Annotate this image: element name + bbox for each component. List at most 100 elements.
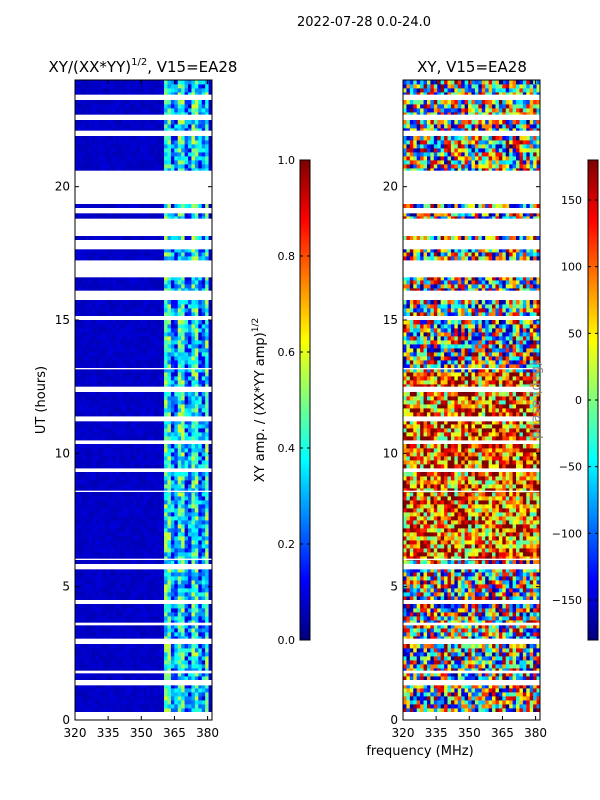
heatmap-cell	[188, 312, 192, 317]
heatmap-cell	[143, 88, 148, 93]
heatmap-cell	[105, 372, 110, 377]
heatmap-cell	[98, 480, 103, 485]
heatmap-cell	[140, 476, 144, 481]
heatmap-cell	[81, 664, 86, 669]
heatmap-cell	[126, 144, 131, 149]
heatmap-cell	[85, 156, 90, 161]
heatmap-cell	[129, 392, 134, 397]
heatmap-cell	[88, 152, 93, 157]
heatmap-cell	[102, 552, 107, 557]
heatmap-cell	[105, 572, 110, 577]
heatmap-cell	[205, 672, 209, 677]
heatmap-cell	[170, 160, 175, 165]
heatmap-cell	[136, 392, 141, 397]
heatmap-cell	[205, 216, 209, 221]
heatmap-cell	[194, 252, 199, 257]
heatmap-cell	[188, 592, 192, 597]
heatmap-cell	[112, 556, 117, 561]
heatmap-cell	[164, 584, 168, 589]
heatmap-cell	[88, 436, 93, 441]
heatmap-cell	[116, 524, 120, 529]
heatmap-cell	[208, 252, 213, 257]
heatmap-cell	[181, 148, 185, 153]
heatmap-cell	[167, 616, 172, 621]
heatmap-cell	[88, 684, 93, 689]
heatmap-cell	[92, 536, 96, 541]
heatmap-cell	[119, 276, 124, 281]
heatmap-cell	[109, 368, 114, 373]
heatmap-cell	[112, 356, 117, 361]
heatmap-cell	[153, 488, 158, 493]
heatmap-cell	[109, 628, 114, 633]
heatmap-cell	[92, 140, 96, 145]
heatmap-cell	[129, 204, 134, 209]
heatmap-cell	[150, 436, 155, 441]
heatmap-cell	[208, 92, 213, 97]
heatmap-cell	[75, 452, 79, 457]
heatmap-cell	[160, 204, 165, 209]
heatmap-cell	[88, 336, 93, 341]
heatmap-cell	[170, 592, 175, 597]
heatmap-cell	[109, 692, 114, 697]
heatmap-cell	[153, 248, 158, 253]
heatmap-cell	[112, 572, 117, 577]
heatmap-cell	[102, 520, 107, 525]
heatmap-cell	[188, 212, 192, 217]
heatmap-cell	[201, 280, 206, 285]
heatmap-cell	[146, 588, 151, 593]
heatmap-cell	[153, 288, 158, 293]
heatmap-cell	[146, 508, 151, 513]
heatmap-cell	[88, 648, 93, 653]
heatmap-cell	[81, 120, 86, 125]
heatmap-cell	[122, 472, 127, 477]
heatmap-cell	[188, 512, 192, 517]
heatmap-cell	[92, 108, 96, 113]
heatmap-cell	[140, 152, 144, 157]
heatmap-cell	[198, 300, 203, 305]
heatmap-cell	[194, 408, 199, 413]
heatmap-cell	[98, 324, 103, 329]
heatmap-cell	[78, 332, 83, 337]
heatmap-cell	[164, 536, 168, 541]
heatmap-cell	[143, 336, 148, 341]
heatmap-cell	[188, 584, 192, 589]
heatmap-cell	[140, 164, 144, 169]
heatmap-cell	[136, 248, 141, 253]
heatmap-cell	[119, 428, 124, 433]
heatmap-cell	[102, 280, 107, 285]
heatmap-cell	[143, 520, 148, 525]
heatmap-cell	[116, 420, 120, 425]
heatmap-cell	[102, 700, 107, 705]
heatmap-cell	[92, 248, 96, 253]
heatmap-cell	[112, 380, 117, 385]
heatmap-cell	[95, 436, 100, 441]
heatmap-cell	[194, 512, 199, 517]
heatmap-cell	[95, 500, 100, 505]
heatmap-cell	[201, 108, 206, 113]
heatmap-cell	[157, 460, 162, 465]
heatmap-cell	[105, 412, 110, 417]
heatmap-cell	[198, 540, 203, 545]
heatmap-cell	[150, 384, 155, 389]
heatmap-cell	[105, 476, 110, 481]
heatmap-cell	[164, 580, 168, 585]
heatmap-cell	[170, 436, 175, 441]
heatmap-cell	[133, 324, 138, 329]
heatmap-cell	[126, 452, 131, 457]
heatmap-cell	[208, 684, 213, 689]
heatmap-cell	[208, 376, 213, 381]
heatmap-cell	[160, 524, 165, 529]
heatmap-cell	[205, 572, 209, 577]
heatmap-cell	[140, 308, 144, 313]
heatmap-cell	[119, 648, 124, 653]
heatmap-cell	[133, 368, 138, 373]
heatmap-cell	[143, 684, 148, 689]
heatmap-cell	[188, 92, 192, 97]
heatmap-cell	[146, 304, 151, 309]
heatmap-cell	[194, 656, 199, 661]
heatmap-cell	[129, 476, 134, 481]
heatmap-cell	[116, 632, 120, 637]
heatmap-cell	[208, 592, 213, 597]
heatmap-cell	[109, 500, 114, 505]
heatmap-cell	[150, 148, 155, 153]
